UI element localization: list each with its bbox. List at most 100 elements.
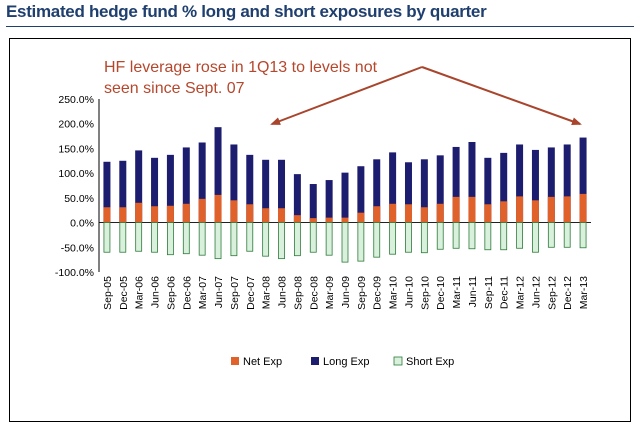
x-tick-label: Sep-11 [483, 276, 495, 309]
long-exp-bar [357, 166, 365, 223]
short-exp-bar [468, 222, 476, 250]
net-exp-bar [579, 193, 587, 223]
short-exp-bar [516, 222, 523, 249]
x-tick-label: Sep-05 [102, 276, 114, 310]
short-exp-bar [579, 222, 587, 249]
x-tick-label: Dec-10 [435, 276, 447, 310]
x-tick-label: Mar-11 [451, 276, 463, 309]
short-exp-bar [230, 222, 238, 257]
short-exp-bar [357, 222, 365, 262]
short-exp-bar [325, 222, 333, 256]
x-tick-label: Jun-12 [530, 276, 542, 308]
x-tick-label: Jun-07 [213, 276, 225, 308]
x-tick-label: Dec-12 [562, 276, 574, 310]
x-tick-label: Sep-12 [546, 276, 558, 310]
long-exp-bar [325, 180, 333, 223]
long-exp-bar [103, 161, 111, 223]
net-exp-bar [357, 212, 365, 223]
net-exp-bar [531, 200, 539, 223]
short-exp-bar [373, 222, 381, 258]
long-exp-bar [293, 174, 301, 223]
net-exp-bar [325, 217, 333, 223]
net-exp-bar [516, 196, 524, 223]
chart-frame [9, 38, 631, 422]
annotation-line-2: seen since Sept. 07 [104, 80, 245, 97]
long-exp-bar [452, 146, 460, 223]
long-exp-bar [309, 184, 317, 223]
x-tick-label: Dec-11 [499, 276, 511, 309]
legend-swatch [231, 357, 239, 365]
net-exp-bar [278, 208, 286, 223]
x-tick-label: Mar-07 [197, 276, 209, 309]
x-tick-label: Mar-10 [388, 276, 400, 309]
y-tick-label: 200.0% [58, 119, 94, 131]
long-exp-bar [500, 152, 508, 223]
net-exp-bar [246, 204, 254, 223]
title-bar: Estimated hedge fund % long and short ex… [6, 2, 634, 28]
short-exp-bar [293, 222, 301, 257]
legend-swatch [393, 356, 403, 366]
short-exp-bar [484, 222, 492, 251]
net-exp-bar [119, 207, 127, 223]
net-exp-bar [214, 194, 222, 223]
y-tick-label: 250.0% [58, 94, 94, 106]
long-exp-bar [341, 172, 349, 223]
x-tick-label: Jun-11 [467, 276, 479, 307]
net-exp-bar [404, 204, 412, 223]
short-exp-bar [151, 222, 158, 253]
x-tick-label: Dec-09 [372, 276, 384, 310]
annotation-arrow-right [421, 66, 582, 126]
long-exp-bar [262, 159, 270, 223]
long-exp-bar [531, 149, 539, 223]
x-tick-label: Mar-09 [324, 276, 336, 309]
x-tick-label: Jun-10 [403, 276, 415, 308]
net-exp-bar [484, 204, 492, 223]
net-exp-bar [230, 200, 238, 223]
y-tick-label: -50.0% [61, 242, 94, 254]
long-exp-bar [198, 142, 206, 223]
short-exp-bar [278, 222, 285, 260]
short-exp-bar [309, 222, 317, 253]
long-exp-bar [278, 159, 286, 223]
long-exp-bar [516, 144, 524, 223]
y-tick-label: 100.0% [58, 168, 94, 180]
x-tick-label: Sep-10 [419, 276, 431, 310]
long-exp-bar [246, 154, 254, 223]
short-exp-bar [246, 222, 254, 252]
net-exp-bar [563, 196, 571, 223]
short-exp-bar [341, 222, 349, 263]
x-tick-label: Mar-13 [578, 276, 590, 309]
net-exp-bar [262, 208, 270, 223]
short-exp-bar [198, 222, 206, 256]
net-exp-bar [151, 206, 159, 223]
short-exp-bar [547, 222, 555, 248]
legend-label: Net Exp [243, 356, 282, 368]
y-tick-label: 150.0% [58, 143, 94, 155]
long-exp-bar [119, 160, 127, 223]
long-exp-bar [404, 162, 412, 223]
long-exp-bar [166, 154, 174, 223]
net-exp-bar [166, 205, 174, 223]
long-exp-bar [373, 159, 381, 223]
net-exp-bar [341, 217, 349, 223]
net-exp-bar [293, 215, 301, 223]
x-tick-label: Sep-06 [165, 276, 177, 310]
x-tick-label: Jun-09 [340, 276, 352, 308]
net-exp-bar [420, 207, 428, 223]
x-tick-label: Sep-08 [292, 276, 304, 310]
y-tick-label: 50.0% [64, 193, 94, 205]
short-exp-bar [436, 222, 444, 250]
net-exp-bar [436, 203, 444, 223]
short-exp-bar [405, 222, 412, 253]
long-exp-bar [135, 150, 143, 223]
net-exp-bar [198, 198, 206, 223]
long-exp-bar [468, 142, 476, 223]
x-tick-label: Dec-05 [118, 276, 130, 310]
x-tick-label: Sep-07 [229, 276, 241, 310]
short-exp-bar [452, 222, 460, 249]
page-title: Estimated hedge fund % long and short ex… [6, 2, 487, 21]
annotation-line-1: HF leverage rose in 1Q13 to levels not [104, 59, 378, 76]
title-underline [6, 26, 634, 27]
net-exp-bar [135, 202, 143, 223]
